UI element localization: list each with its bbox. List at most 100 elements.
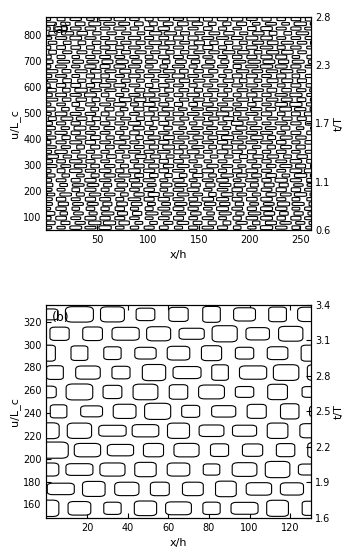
FancyBboxPatch shape bbox=[45, 22, 56, 26]
FancyBboxPatch shape bbox=[91, 70, 101, 73]
FancyBboxPatch shape bbox=[281, 70, 293, 73]
FancyBboxPatch shape bbox=[104, 126, 115, 130]
FancyBboxPatch shape bbox=[145, 65, 153, 68]
FancyBboxPatch shape bbox=[291, 46, 301, 49]
FancyBboxPatch shape bbox=[150, 482, 169, 496]
FancyBboxPatch shape bbox=[290, 159, 302, 163]
FancyBboxPatch shape bbox=[167, 346, 190, 360]
FancyBboxPatch shape bbox=[307, 159, 315, 163]
FancyBboxPatch shape bbox=[146, 212, 158, 215]
FancyBboxPatch shape bbox=[277, 46, 285, 50]
FancyBboxPatch shape bbox=[165, 41, 175, 45]
FancyBboxPatch shape bbox=[71, 131, 80, 135]
FancyBboxPatch shape bbox=[180, 69, 188, 73]
FancyBboxPatch shape bbox=[247, 188, 257, 191]
FancyBboxPatch shape bbox=[217, 188, 228, 191]
FancyBboxPatch shape bbox=[203, 84, 213, 87]
FancyBboxPatch shape bbox=[264, 212, 275, 216]
FancyBboxPatch shape bbox=[281, 126, 290, 130]
FancyBboxPatch shape bbox=[273, 365, 299, 380]
FancyBboxPatch shape bbox=[189, 160, 197, 163]
FancyBboxPatch shape bbox=[130, 207, 139, 210]
FancyBboxPatch shape bbox=[116, 60, 128, 63]
FancyBboxPatch shape bbox=[217, 103, 227, 106]
FancyBboxPatch shape bbox=[297, 41, 307, 44]
FancyBboxPatch shape bbox=[233, 179, 241, 182]
FancyBboxPatch shape bbox=[85, 216, 96, 220]
FancyBboxPatch shape bbox=[178, 136, 189, 139]
FancyBboxPatch shape bbox=[164, 222, 173, 224]
FancyBboxPatch shape bbox=[210, 155, 218, 158]
FancyBboxPatch shape bbox=[263, 60, 275, 63]
FancyBboxPatch shape bbox=[231, 121, 243, 125]
FancyBboxPatch shape bbox=[310, 406, 336, 417]
FancyBboxPatch shape bbox=[172, 169, 185, 172]
FancyBboxPatch shape bbox=[280, 107, 291, 111]
FancyBboxPatch shape bbox=[144, 443, 164, 457]
FancyBboxPatch shape bbox=[276, 207, 287, 211]
FancyBboxPatch shape bbox=[217, 150, 228, 154]
Y-axis label: u/L_c: u/L_c bbox=[9, 397, 20, 426]
FancyBboxPatch shape bbox=[112, 328, 139, 340]
FancyBboxPatch shape bbox=[260, 46, 273, 49]
FancyBboxPatch shape bbox=[246, 141, 258, 144]
FancyBboxPatch shape bbox=[47, 89, 56, 92]
FancyBboxPatch shape bbox=[41, 442, 68, 458]
FancyBboxPatch shape bbox=[145, 403, 171, 419]
FancyBboxPatch shape bbox=[104, 502, 121, 515]
FancyBboxPatch shape bbox=[74, 443, 101, 457]
FancyBboxPatch shape bbox=[210, 98, 217, 101]
FancyBboxPatch shape bbox=[71, 150, 80, 153]
FancyBboxPatch shape bbox=[250, 126, 262, 130]
FancyBboxPatch shape bbox=[310, 89, 322, 92]
FancyBboxPatch shape bbox=[113, 404, 136, 418]
FancyBboxPatch shape bbox=[180, 41, 190, 44]
FancyBboxPatch shape bbox=[175, 183, 187, 187]
FancyBboxPatch shape bbox=[265, 461, 290, 478]
FancyBboxPatch shape bbox=[120, 126, 128, 130]
FancyBboxPatch shape bbox=[56, 207, 66, 211]
FancyBboxPatch shape bbox=[267, 88, 277, 92]
FancyBboxPatch shape bbox=[203, 464, 220, 475]
FancyBboxPatch shape bbox=[305, 65, 316, 68]
FancyBboxPatch shape bbox=[248, 60, 260, 63]
FancyBboxPatch shape bbox=[57, 188, 65, 191]
FancyBboxPatch shape bbox=[275, 102, 287, 106]
FancyBboxPatch shape bbox=[160, 65, 168, 68]
FancyBboxPatch shape bbox=[240, 32, 248, 35]
FancyBboxPatch shape bbox=[91, 108, 99, 111]
FancyBboxPatch shape bbox=[159, 55, 169, 58]
FancyBboxPatch shape bbox=[202, 75, 213, 77]
FancyBboxPatch shape bbox=[284, 32, 292, 35]
FancyBboxPatch shape bbox=[177, 193, 189, 196]
FancyBboxPatch shape bbox=[70, 18, 81, 21]
FancyBboxPatch shape bbox=[187, 55, 199, 58]
FancyBboxPatch shape bbox=[232, 131, 242, 134]
FancyBboxPatch shape bbox=[276, 188, 286, 192]
FancyBboxPatch shape bbox=[209, 193, 216, 197]
FancyBboxPatch shape bbox=[92, 41, 101, 45]
FancyBboxPatch shape bbox=[162, 60, 170, 63]
FancyBboxPatch shape bbox=[177, 164, 189, 168]
FancyBboxPatch shape bbox=[106, 51, 117, 54]
FancyBboxPatch shape bbox=[206, 60, 215, 63]
FancyBboxPatch shape bbox=[247, 55, 257, 58]
FancyBboxPatch shape bbox=[115, 150, 124, 153]
FancyBboxPatch shape bbox=[42, 84, 50, 87]
FancyBboxPatch shape bbox=[232, 463, 257, 476]
FancyBboxPatch shape bbox=[159, 159, 169, 163]
FancyBboxPatch shape bbox=[219, 183, 231, 187]
FancyBboxPatch shape bbox=[146, 60, 157, 63]
FancyBboxPatch shape bbox=[62, 88, 70, 92]
FancyBboxPatch shape bbox=[262, 17, 271, 21]
FancyBboxPatch shape bbox=[295, 108, 306, 111]
FancyBboxPatch shape bbox=[129, 121, 141, 125]
FancyBboxPatch shape bbox=[202, 102, 213, 106]
FancyBboxPatch shape bbox=[306, 226, 315, 229]
FancyBboxPatch shape bbox=[120, 108, 128, 111]
FancyBboxPatch shape bbox=[305, 37, 316, 40]
FancyBboxPatch shape bbox=[46, 221, 55, 224]
FancyBboxPatch shape bbox=[208, 70, 218, 73]
FancyBboxPatch shape bbox=[160, 226, 168, 229]
FancyBboxPatch shape bbox=[307, 55, 314, 59]
